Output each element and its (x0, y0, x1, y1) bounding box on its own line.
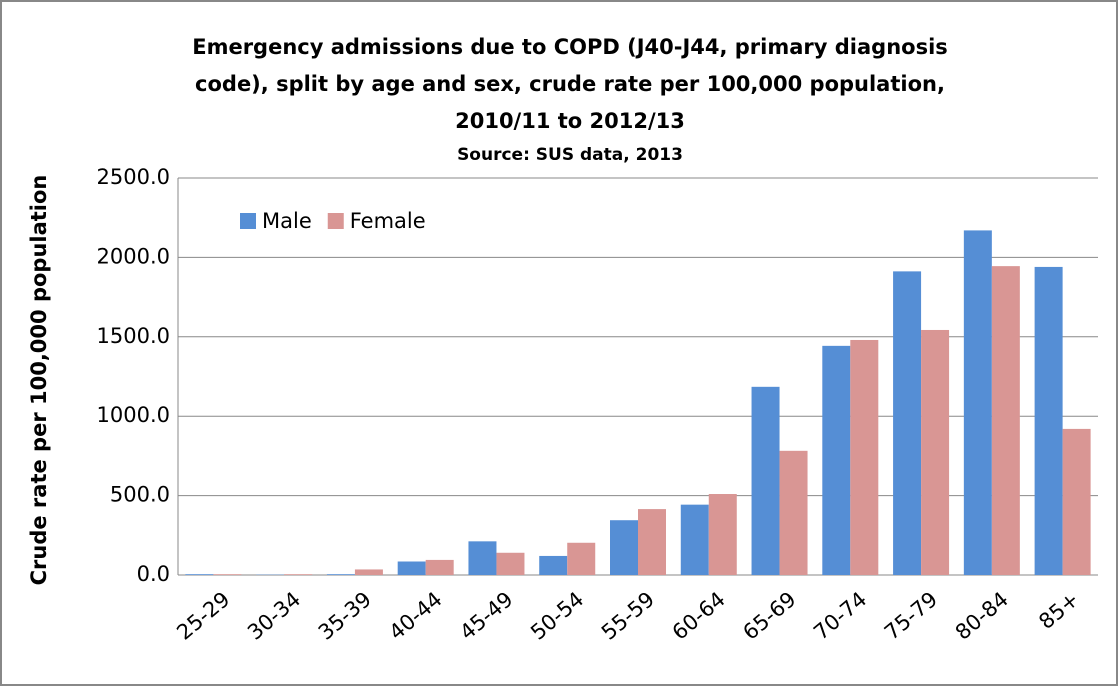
y-tick-label: 0.0 (137, 562, 170, 586)
bar (496, 553, 524, 575)
chart-title: Emergency admissions due to COPD (J40-J4… (192, 35, 948, 59)
bar (327, 574, 355, 575)
legend-swatch (240, 213, 256, 229)
bar (567, 543, 595, 575)
chart-title: code), split by age and sex, crude rate … (195, 72, 945, 96)
bar (822, 346, 850, 575)
bar (850, 340, 878, 575)
y-tick-label: 1000.0 (97, 403, 170, 427)
legend-label: Male (262, 209, 312, 233)
bar (681, 505, 709, 575)
y-tick-label: 2500.0 (97, 165, 170, 189)
bar (1035, 267, 1063, 575)
bar (709, 494, 737, 575)
bar (921, 330, 949, 575)
bar (893, 271, 921, 575)
bar (752, 387, 780, 575)
chart-title: 2010/11 to 2012/13 (455, 109, 685, 133)
bar (964, 230, 992, 575)
y-tick-label: 500.0 (110, 483, 170, 507)
bar (992, 266, 1020, 575)
y-tick-label: 2000.0 (97, 244, 170, 268)
bar (213, 574, 241, 575)
bar (638, 509, 666, 575)
y-axis-label: Crude rate per 100,000 population (27, 175, 51, 586)
bar (610, 520, 638, 575)
y-tick-label: 1500.0 (97, 324, 170, 348)
legend-swatch (328, 213, 344, 229)
bar (355, 569, 383, 575)
bar (398, 562, 426, 575)
bar (780, 451, 808, 575)
bar (1063, 429, 1091, 575)
bar (539, 556, 567, 575)
bar (468, 541, 496, 575)
legend-label: Female (350, 209, 426, 233)
bar (426, 560, 454, 575)
chart-subtitle: Source: SUS data, 2013 (457, 145, 683, 165)
bar (185, 574, 213, 575)
bar (284, 574, 312, 575)
